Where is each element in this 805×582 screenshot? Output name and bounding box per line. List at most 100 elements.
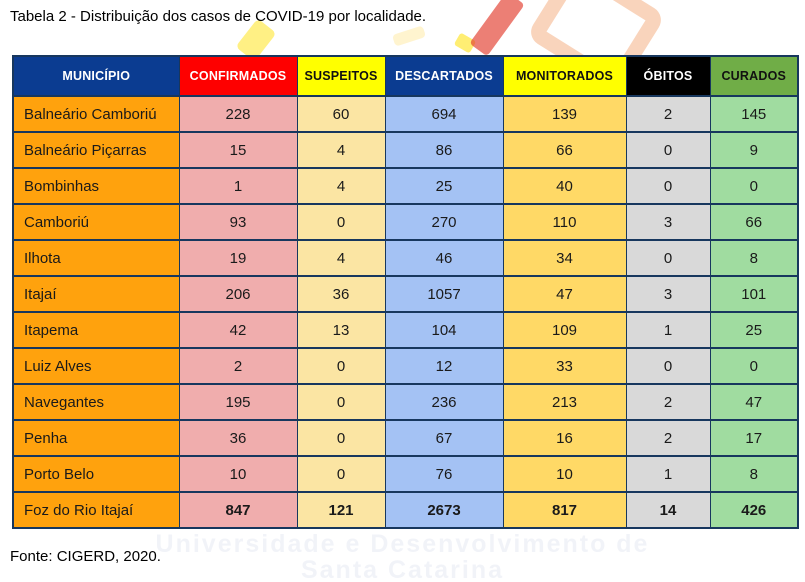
value-cell: 426 [709,491,799,529]
table-row: Balneário Camboriú 228 60 694 139 2 145 [12,95,799,133]
municipality-cell: Ilhota [12,239,180,277]
column-header-curados: CURADOS [709,55,799,97]
covid-cases-table: MUNICÍPIO CONFIRMADOS SUSPEITOS DESCARTA… [12,55,799,529]
value-cell: 213 [502,383,627,421]
value-cell: 2 [625,95,711,133]
value-cell: 8 [709,455,799,493]
value-cell: 121 [296,491,386,529]
table-row: Penha 36 0 67 16 2 17 [12,419,799,457]
column-header-confirmados: CONFIRMADOS [178,55,298,97]
value-cell: 60 [296,95,386,133]
value-cell: 25 [709,311,799,349]
value-cell: 109 [502,311,627,349]
value-cell: 2 [625,383,711,421]
table-row: Porto Belo 10 0 76 10 1 8 [12,455,799,493]
municipality-cell: Navegantes [12,383,180,421]
table-row: Navegantes 195 0 236 213 2 47 [12,383,799,421]
municipality-cell: Balneário Piçarras [12,131,180,169]
value-cell: 25 [384,167,504,205]
municipality-cell: Itapema [12,311,180,349]
value-cell: 8 [709,239,799,277]
value-cell: 46 [384,239,504,277]
column-header-suspeitos: SUSPEITOS [296,55,386,97]
value-cell: 0 [709,347,799,385]
value-cell: 93 [178,203,298,241]
table-row: Bombinhas 1 4 25 40 0 0 [12,167,799,205]
value-cell: 12 [384,347,504,385]
value-cell: 270 [384,203,504,241]
table-header: MUNICÍPIO CONFIRMADOS SUSPEITOS DESCARTA… [12,55,799,97]
value-cell: 2673 [384,491,504,529]
value-cell: 139 [502,95,627,133]
value-cell: 34 [502,239,627,277]
value-cell: 694 [384,95,504,133]
value-cell: 66 [502,131,627,169]
value-cell: 0 [296,455,386,493]
municipality-cell: Itajaí [12,275,180,313]
source-caption: Fonte: CIGERD, 2020. [10,548,161,565]
value-cell: 9 [709,131,799,169]
value-cell: 3 [625,203,711,241]
value-cell: 817 [502,491,627,529]
value-cell: 0 [296,419,386,457]
value-cell: 40 [502,167,627,205]
value-cell: 76 [384,455,504,493]
value-cell: 0 [296,347,386,385]
column-header-descartados: DESCARTADOS [384,55,504,97]
value-cell: 47 [709,383,799,421]
value-cell: 47 [502,275,627,313]
column-header-obitos: ÓBITOS [625,55,711,97]
column-header-municipio: MUNICÍPIO [12,55,180,97]
value-cell: 2 [625,419,711,457]
value-cell: 0 [709,167,799,205]
value-cell: 15 [178,131,298,169]
value-cell: 4 [296,239,386,277]
value-cell: 2 [178,347,298,385]
value-cell: 42 [178,311,298,349]
value-cell: 33 [502,347,627,385]
value-cell: 195 [178,383,298,421]
value-cell: 16 [502,419,627,457]
value-cell: 36 [296,275,386,313]
value-cell: 36 [178,419,298,457]
value-cell: 67 [384,419,504,457]
value-cell: 0 [625,347,711,385]
column-header-monitorados: MONITORADOS [502,55,627,97]
value-cell: 145 [709,95,799,133]
value-cell: 0 [625,131,711,169]
value-cell: 0 [625,167,711,205]
value-cell: 206 [178,275,298,313]
value-cell: 110 [502,203,627,241]
watermark-line2: Santa Catarina [300,556,505,582]
table-row: Camboriú 93 0 270 110 3 66 [12,203,799,241]
value-cell: 17 [709,419,799,457]
value-cell: 847 [178,491,298,529]
municipality-cell: Camboriú [12,203,180,241]
municipality-cell: Penha [12,419,180,457]
value-cell: 66 [709,203,799,241]
value-cell: 10 [502,455,627,493]
municipality-cell: Bombinhas [12,167,180,205]
value-cell: 19 [178,239,298,277]
table-row: Ilhota 19 4 46 34 0 8 [12,239,799,277]
watermark-yellow-streak [391,25,427,47]
header-row: MUNICÍPIO CONFIRMADOS SUSPEITOS DESCARTA… [12,55,799,97]
value-cell: 1 [625,455,711,493]
value-cell: 0 [296,383,386,421]
table-row: Foz do Rio Itajaí 847 121 2673 817 14 426 [12,491,799,529]
value-cell: 228 [178,95,298,133]
municipality-cell: Porto Belo [12,455,180,493]
value-cell: 86 [384,131,504,169]
watermark-line1: Universidade e Desenvolvimento de [155,530,650,558]
value-cell: 4 [296,131,386,169]
value-cell: 3 [625,275,711,313]
value-cell: 1057 [384,275,504,313]
municipality-cell: Luiz Alves [12,347,180,385]
value-cell: 104 [384,311,504,349]
table-body: Balneário Camboriú 228 60 694 139 2 145 Balne… [12,95,799,529]
value-cell: 0 [625,239,711,277]
table-row: Luiz Alves 2 0 12 33 0 0 [12,347,799,385]
value-cell: 4 [296,167,386,205]
watermark-text: Universidade e Desenvolvimento de Santa … [53,531,753,582]
